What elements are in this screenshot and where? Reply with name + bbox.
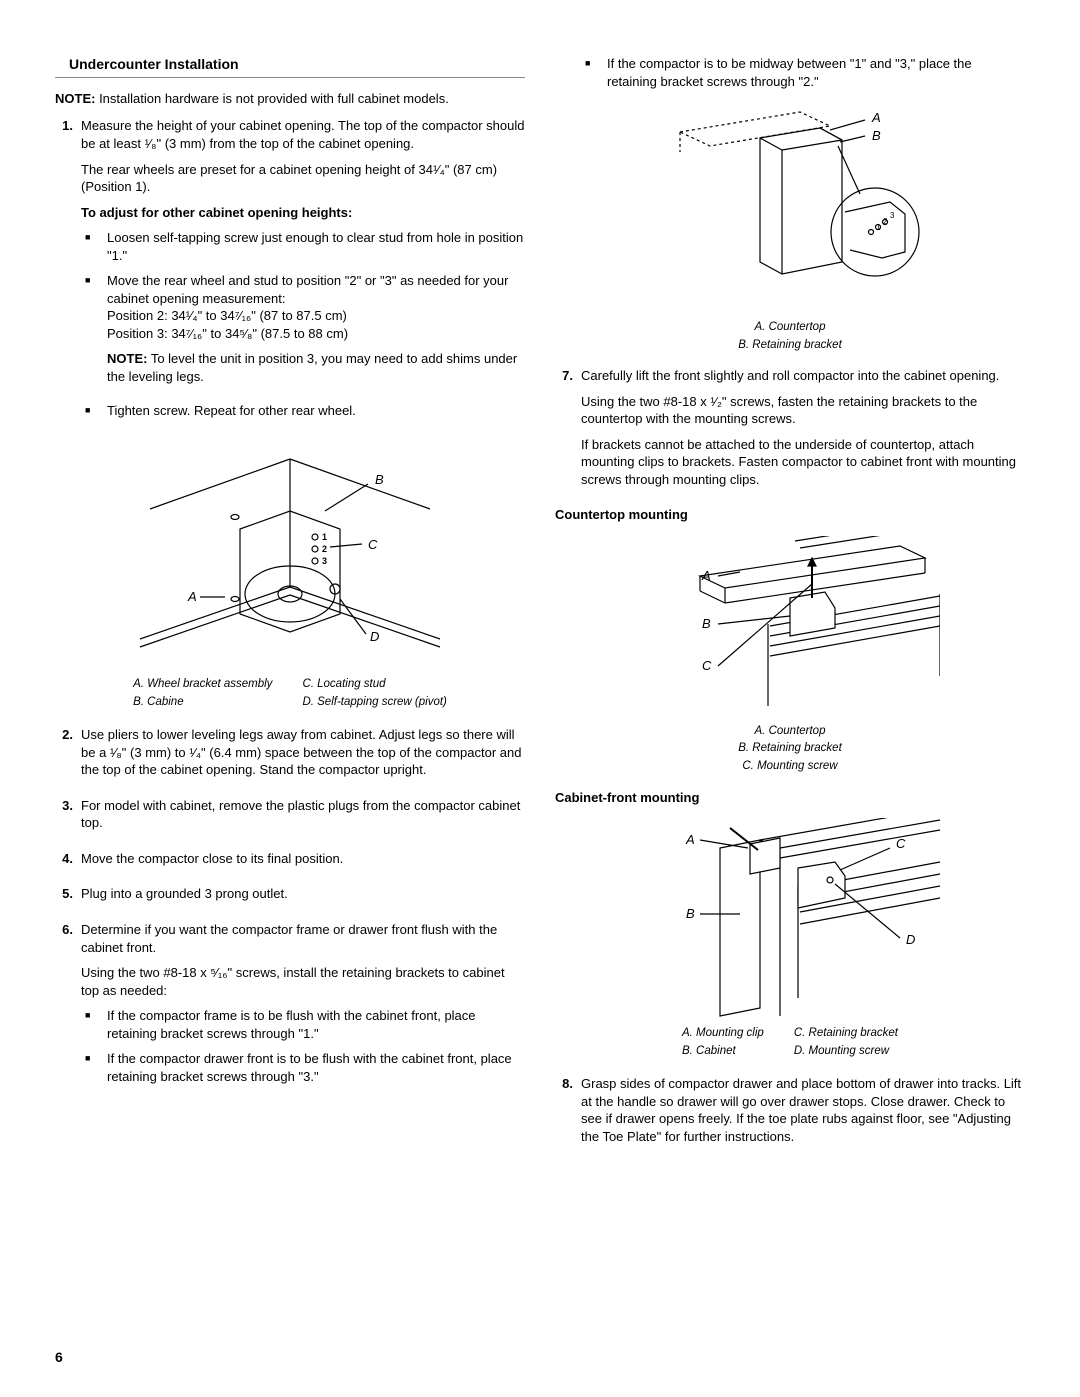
page-number: 6	[55, 1348, 63, 1367]
fig-num: 1	[876, 223, 881, 232]
fig-label: B	[702, 616, 711, 631]
fig-num: 2	[322, 544, 327, 554]
bullet-text: If the compactor drawer front is to be f…	[107, 1050, 525, 1085]
legend-item: C. Retaining bracket	[794, 1026, 898, 1042]
step-text: If brackets cannot be attached to the un…	[581, 436, 1025, 489]
bullet-item: Move the rear wheel and stud to position…	[81, 272, 525, 393]
cabinet-front-heading: Cabinet-front mounting	[555, 789, 1025, 807]
bullet-text: If the compactor frame is to be flush wi…	[107, 1007, 525, 1042]
step-text: Carefully lift the front slightly and ro…	[581, 367, 1025, 385]
legend-item: C. Locating stud	[302, 677, 446, 693]
bullet-text: Tighten screw. Repeat for other rear whe…	[107, 402, 525, 420]
step-5: 5. Plug into a grounded 3 prong outlet.	[55, 885, 525, 911]
intro-note: NOTE: Installation hardware is not provi…	[55, 90, 525, 108]
step-text: Determine if you want the compactor fram…	[81, 921, 525, 956]
legend-item: A. Countertop	[555, 320, 1025, 336]
fig-label: D	[370, 629, 379, 644]
legend-item: B. Retaining bracket	[555, 741, 1025, 757]
step-num: 5.	[55, 885, 81, 911]
legend-item: A. Countertop	[555, 724, 1025, 740]
fig-label: C	[702, 658, 712, 673]
step-6: 6. Determine if you want the compactor f…	[55, 921, 525, 1093]
section-title: Undercounter Installation	[55, 55, 525, 78]
left-column: Undercounter Installation NOTE: Installa…	[55, 55, 525, 1163]
bullet-item: If the compactor drawer front is to be f…	[81, 1050, 525, 1085]
figure-cabinet-front-mount: A B C D	[555, 818, 1025, 1018]
step-text: Measure the height of your cabinet openi…	[81, 117, 525, 152]
legend-item: B. Retaining bracket	[555, 338, 1025, 354]
step-text: Using the two #8-18 x ⁵⁄₁₆" screws, inst…	[81, 964, 525, 999]
fig-num: 2	[883, 217, 888, 226]
step-text: The rear wheels are preset for a cabinet…	[81, 161, 525, 196]
step-num: 7.	[555, 367, 581, 496]
figure-countertop-mount: A B C	[555, 536, 1025, 716]
figure-legend: A. Mounting clip B. Cabinet C. Retaining…	[555, 1026, 1025, 1061]
fig-num: 1	[322, 532, 327, 542]
legend-item: D. Mounting screw	[794, 1044, 898, 1060]
figure-wheel-bracket: B C D A 1 2 3	[55, 439, 525, 669]
note-prefix: NOTE:	[55, 91, 95, 106]
fig-label: D	[906, 932, 915, 947]
step-num: 2.	[55, 726, 81, 787]
step-num: 1.	[55, 117, 81, 427]
step-text: Grasp sides of compactor drawer and plac…	[581, 1075, 1025, 1145]
fig-label: A	[701, 568, 711, 583]
legend-item: A. Mounting clip	[682, 1026, 764, 1042]
step-text: Use pliers to lower leveling legs away f…	[81, 726, 525, 779]
fig-label: A	[685, 832, 695, 847]
step-num: 4.	[55, 850, 81, 876]
legend-item: D. Self-tapping screw (pivot)	[302, 695, 446, 711]
figure-legend: A. Countertop B. Retaining bracket	[555, 320, 1025, 353]
fig-label: B	[375, 472, 384, 487]
fig-label: B	[686, 906, 695, 921]
legend-item: A. Wheel bracket assembly	[133, 677, 272, 693]
step-8: 8. Grasp sides of compactor drawer and p…	[555, 1075, 1025, 1153]
step-2: 2. Use pliers to lower leveling legs awa…	[55, 726, 525, 787]
fig-label: C	[368, 537, 378, 552]
step-num: 6.	[55, 921, 81, 1093]
bullet-item: Loosen self-tapping screw just enough to…	[81, 229, 525, 264]
fig-label: A	[187, 589, 197, 604]
step-num: 3.	[55, 797, 81, 840]
step-4: 4. Move the compactor close to its final…	[55, 850, 525, 876]
figure-legend: A. Wheel bracket assembly B. Cabine C. L…	[55, 677, 525, 712]
bullet-text: Loosen self-tapping screw just enough to…	[107, 229, 525, 264]
figure-bracket-iso: A B 3 2 1	[555, 102, 1025, 312]
step-1: 1. Measure the height of your cabinet op…	[55, 117, 525, 427]
right-column: If the compactor is to be midway between…	[555, 55, 1025, 1163]
countertop-heading: Countertop mounting	[555, 506, 1025, 524]
bullet-text: If the compactor is to be midway between…	[607, 55, 1025, 90]
note-text: Installation hardware is not provided wi…	[95, 91, 448, 106]
step-text: Using the two #8-18 x ¹⁄₂" screws, faste…	[581, 393, 1025, 428]
fig-label: C	[896, 836, 906, 851]
fig-num: 3	[890, 211, 895, 220]
step-text: Move the compactor close to its final po…	[81, 850, 525, 868]
fig-label: B	[872, 128, 881, 143]
step-7: 7. Carefully lift the front slightly and…	[555, 367, 1025, 496]
bullet-note: NOTE: To level the unit in position 3, y…	[107, 350, 525, 385]
step-num: 8.	[555, 1075, 581, 1153]
bullet-item: If the compactor frame is to be flush wi…	[81, 1007, 525, 1042]
step-3: 3. For model with cabinet, remove the pl…	[55, 797, 525, 840]
figure-legend: A. Countertop B. Retaining bracket C. Mo…	[555, 724, 1025, 775]
fig-label: A	[871, 110, 881, 125]
legend-item: B. Cabinet	[682, 1044, 764, 1060]
fig-num: 3	[322, 556, 327, 566]
bullet-text: Move the rear wheel and stud to position…	[107, 273, 508, 341]
step-text: Plug into a grounded 3 prong outlet.	[81, 885, 525, 903]
step-text: For model with cabinet, remove the plast…	[81, 797, 525, 832]
step-subhead: To adjust for other cabinet opening heig…	[81, 204, 525, 222]
bullet-item: Tighten screw. Repeat for other rear whe…	[81, 402, 525, 420]
legend-item: B. Cabine	[133, 695, 272, 711]
bullet-item: If the compactor is to be midway between…	[581, 55, 1025, 90]
legend-item: C. Mounting screw	[555, 759, 1025, 775]
